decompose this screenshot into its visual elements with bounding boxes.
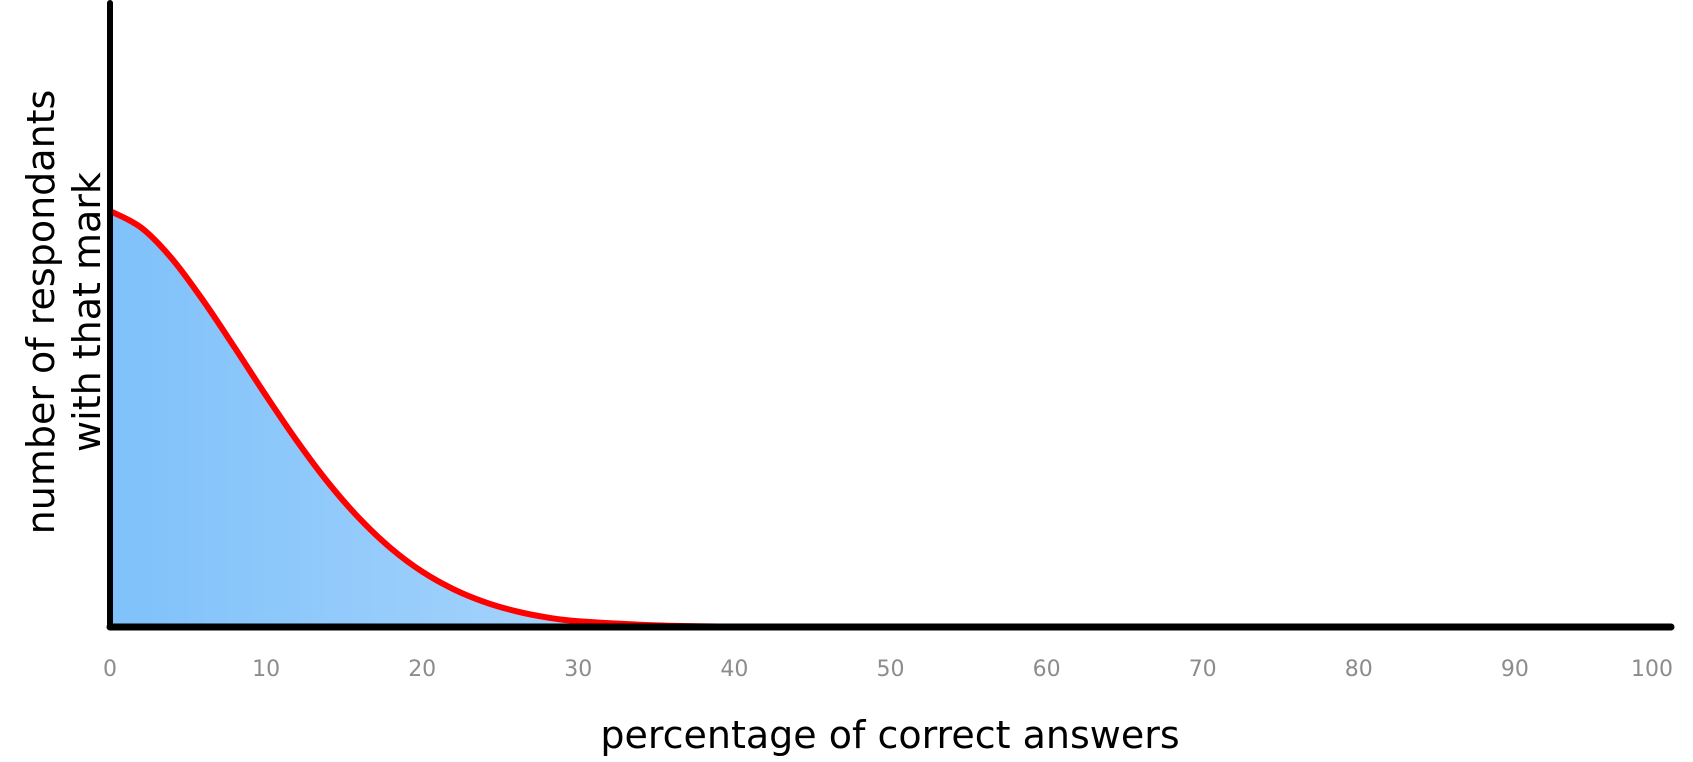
x-axis-title: percentage of correct answers — [600, 713, 1179, 757]
x-tick-label: 70 — [1189, 657, 1217, 682]
x-tick-label: 10 — [252, 657, 280, 682]
x-tick-label: 20 — [408, 657, 436, 682]
x-tick-label: 60 — [1033, 657, 1061, 682]
x-tick-label: 0 — [103, 657, 117, 682]
x-tick-labels: 0 10 20 30 40 50 60 70 80 90 100 — [103, 657, 1673, 682]
x-tick-label: 90 — [1501, 657, 1529, 682]
x-tick-label: 100 — [1631, 657, 1673, 682]
x-tick-label: 30 — [564, 657, 592, 682]
y-axis-title: number of respondants with that mark — [19, 90, 109, 535]
x-tick-label: 50 — [877, 657, 905, 682]
x-tick-label: 40 — [720, 657, 748, 682]
distribution-area — [110, 211, 1671, 628]
y-axis-title-line-2: with that mark — [65, 172, 109, 452]
y-axis-title-line-1: number of respondants — [19, 90, 63, 535]
x-tick-label: 80 — [1345, 657, 1373, 682]
